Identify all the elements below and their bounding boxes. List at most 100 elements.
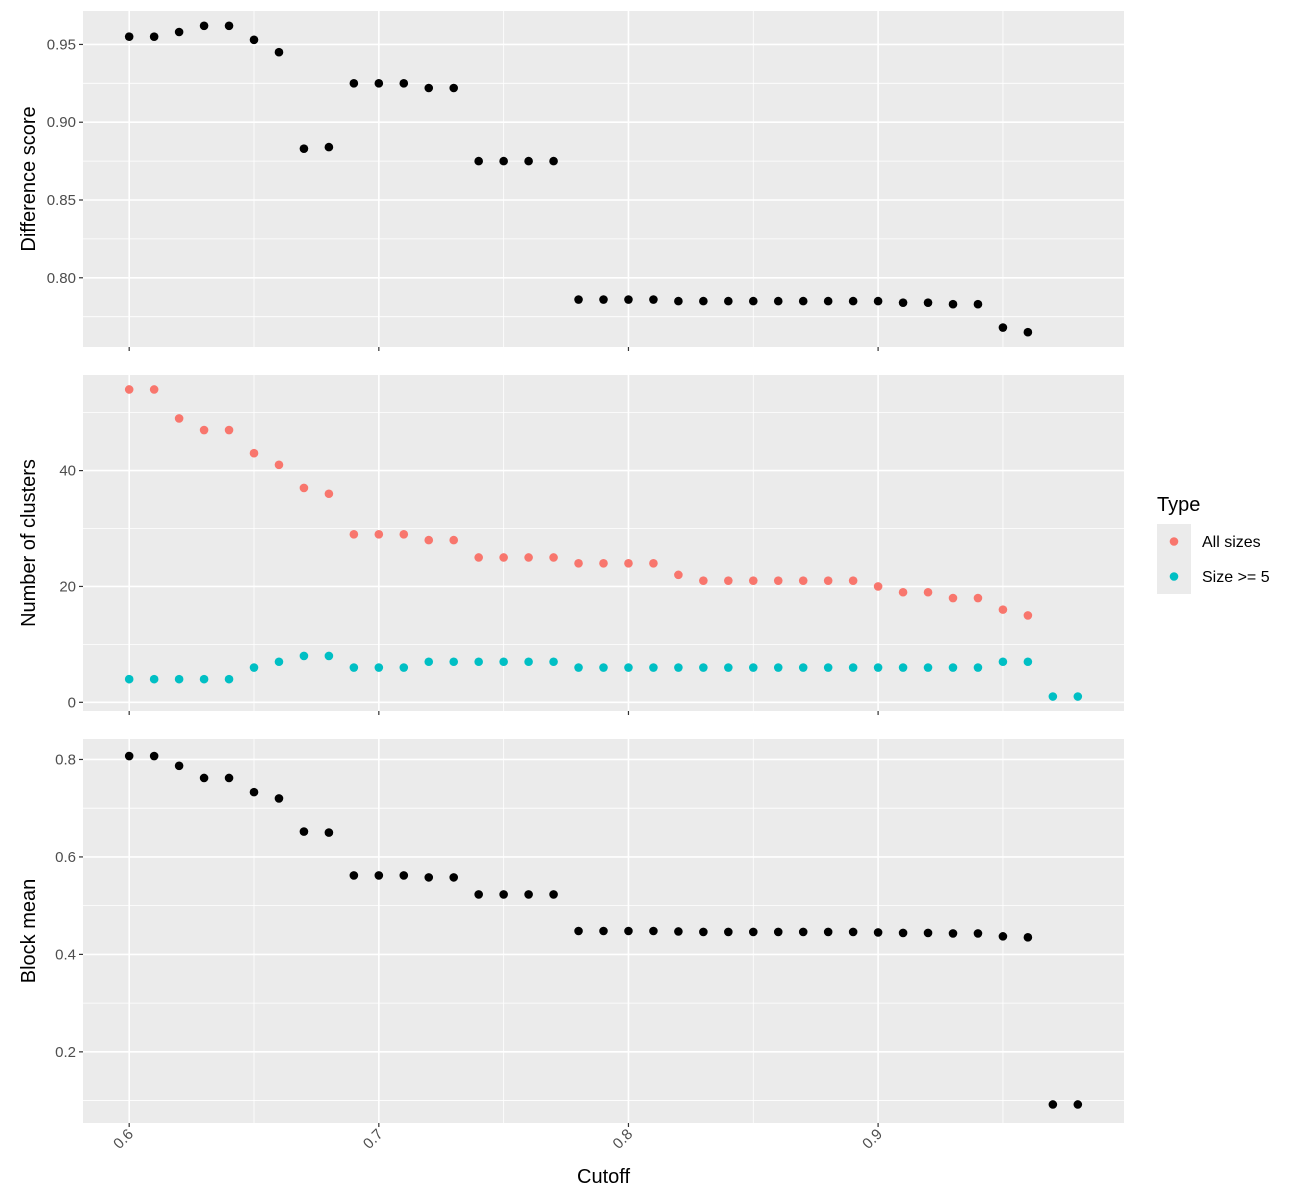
data-point xyxy=(124,674,134,684)
data-point xyxy=(823,663,833,672)
data-point xyxy=(199,425,209,435)
data-point xyxy=(973,299,983,309)
data-point xyxy=(349,871,359,880)
data-point xyxy=(998,323,1008,332)
data-point xyxy=(574,558,583,568)
y-tick-label: 0.4 xyxy=(55,946,76,963)
data-point xyxy=(499,553,508,562)
data-point xyxy=(324,651,334,661)
data-point xyxy=(499,890,508,899)
x-tick-label: 0.6 xyxy=(110,1126,137,1153)
data-point xyxy=(324,489,334,499)
data-point xyxy=(399,530,409,539)
data-point xyxy=(624,663,633,672)
data-point xyxy=(923,663,933,672)
data-point xyxy=(474,890,483,899)
data-point xyxy=(1073,1100,1083,1109)
data-point xyxy=(773,576,783,585)
data-point xyxy=(424,83,434,93)
data-point xyxy=(399,79,409,88)
data-point xyxy=(923,298,933,307)
legend-key-point xyxy=(1169,572,1179,581)
data-point xyxy=(274,47,284,57)
data-point xyxy=(374,79,384,88)
data-point xyxy=(823,296,833,306)
data-point xyxy=(549,156,558,166)
x-tick-label: 0.9 xyxy=(859,1126,886,1153)
data-point xyxy=(823,576,833,585)
data-point xyxy=(998,932,1008,941)
data-point xyxy=(574,663,583,672)
data-point xyxy=(649,663,658,672)
data-point xyxy=(274,657,284,667)
data-point xyxy=(249,787,259,797)
data-point xyxy=(124,32,134,41)
data-point xyxy=(699,663,708,672)
data-point xyxy=(324,828,334,837)
data-point xyxy=(773,663,783,672)
data-point xyxy=(249,35,259,45)
data-point xyxy=(224,425,234,435)
data-point xyxy=(674,570,683,580)
data-point xyxy=(474,657,483,667)
y-axis-title: Difference score xyxy=(18,106,40,251)
data-point xyxy=(349,663,359,672)
data-point xyxy=(848,927,858,937)
data-point xyxy=(349,79,359,88)
data-point xyxy=(699,576,708,585)
data-point xyxy=(174,414,184,423)
data-point xyxy=(973,663,983,672)
data-point xyxy=(299,651,309,661)
data-point xyxy=(1023,327,1033,337)
data-point xyxy=(224,674,234,684)
data-point xyxy=(724,576,733,585)
panel-background xyxy=(83,375,1124,711)
y-axis-title: Block mean xyxy=(18,879,40,984)
data-point xyxy=(848,663,858,672)
data-point xyxy=(624,558,633,568)
data-point xyxy=(674,663,683,672)
data-point xyxy=(649,558,658,568)
data-point xyxy=(199,674,209,684)
data-point xyxy=(374,530,384,539)
data-point xyxy=(649,295,658,304)
data-point xyxy=(174,674,184,684)
data-point xyxy=(574,926,583,936)
data-point xyxy=(873,296,883,306)
data-point xyxy=(449,83,459,93)
data-point xyxy=(199,21,209,31)
data-point xyxy=(424,657,434,667)
data-point xyxy=(124,385,134,394)
data-point xyxy=(873,663,883,672)
data-point xyxy=(374,871,384,880)
data-point xyxy=(873,582,883,591)
data-point xyxy=(1023,657,1033,667)
y-tick-label: 40 xyxy=(59,463,76,480)
x-tick-label: 0.7 xyxy=(360,1126,387,1153)
y-tick-label: 0.8 xyxy=(55,751,76,768)
data-point xyxy=(149,751,159,761)
legend-label: All sizes xyxy=(1202,534,1261,551)
legend-title: Type xyxy=(1157,494,1200,516)
data-point xyxy=(724,296,733,306)
data-point xyxy=(524,890,533,899)
data-point xyxy=(1023,611,1033,620)
data-point xyxy=(848,576,858,585)
data-point xyxy=(973,593,983,603)
panel-background xyxy=(83,11,1124,347)
data-point xyxy=(449,873,459,882)
data-point xyxy=(399,871,409,880)
data-point xyxy=(599,295,608,304)
data-point xyxy=(399,663,409,672)
data-point xyxy=(748,663,758,672)
x-tick-label: 0.8 xyxy=(610,1126,637,1153)
data-point xyxy=(149,674,159,684)
data-point xyxy=(524,657,533,667)
data-point xyxy=(274,794,284,803)
data-point xyxy=(873,928,883,937)
data-point xyxy=(349,530,359,539)
data-point xyxy=(524,156,533,166)
data-point xyxy=(898,928,908,938)
data-point xyxy=(898,298,908,307)
